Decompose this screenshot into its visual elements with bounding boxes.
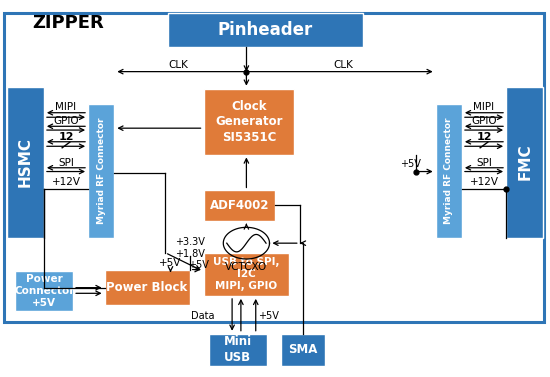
Text: +5V: +5V — [188, 260, 208, 270]
Text: CLK: CLK — [334, 60, 354, 70]
Text: ADF4002: ADF4002 — [210, 199, 269, 212]
Text: Data: Data — [191, 311, 214, 321]
Text: VCTCXO: VCTCXO — [226, 262, 267, 272]
Text: SPI: SPI — [58, 158, 74, 168]
Bar — [7, 87, 44, 238]
Text: SMA: SMA — [288, 343, 317, 356]
Text: +12V: +12V — [470, 177, 498, 187]
Text: MIPI: MIPI — [474, 103, 494, 112]
Text: +5V: +5V — [400, 159, 421, 169]
Text: MIPI: MIPI — [56, 103, 76, 112]
Text: FMC: FMC — [517, 144, 532, 181]
Bar — [506, 87, 543, 238]
Text: Pinheader: Pinheader — [218, 21, 313, 39]
Text: GPIO: GPIO — [53, 116, 79, 126]
Bar — [104, 270, 190, 305]
Bar — [204, 190, 275, 221]
Text: 12: 12 — [58, 132, 74, 142]
Bar — [168, 13, 363, 47]
Text: ZIPPER: ZIPPER — [32, 14, 103, 32]
Text: 12: 12 — [476, 132, 492, 142]
Bar — [209, 334, 267, 366]
Text: Power
Connector
+5V: Power Connector +5V — [14, 274, 74, 308]
Text: Myriad RF Connector: Myriad RF Connector — [444, 117, 453, 224]
Text: USB to SPI,
I2C
MIPI, GPIO: USB to SPI, I2C MIPI, GPIO — [213, 257, 279, 291]
Text: +12V: +12V — [52, 177, 80, 187]
Bar — [88, 104, 114, 238]
Text: +3.3V
+1.8V: +3.3V +1.8V — [175, 237, 205, 259]
Text: HSMC: HSMC — [18, 137, 33, 187]
Bar — [436, 104, 462, 238]
Text: Mini
USB: Mini USB — [224, 336, 252, 364]
Bar — [204, 89, 294, 155]
Text: Clock
Generator
SI5351C: Clock Generator SI5351C — [215, 100, 283, 144]
Text: GPIO: GPIO — [471, 116, 497, 126]
Bar — [280, 334, 324, 366]
Text: +5V: +5V — [258, 311, 279, 321]
Bar — [204, 253, 289, 296]
Text: Power Block: Power Block — [107, 281, 188, 294]
Bar — [15, 271, 73, 311]
Text: +5V: +5V — [160, 258, 182, 268]
Text: Myriad RF Connector: Myriad RF Connector — [97, 117, 106, 224]
Text: SPI: SPI — [476, 158, 492, 168]
Text: CLK: CLK — [169, 60, 189, 70]
Bar — [4, 13, 544, 322]
